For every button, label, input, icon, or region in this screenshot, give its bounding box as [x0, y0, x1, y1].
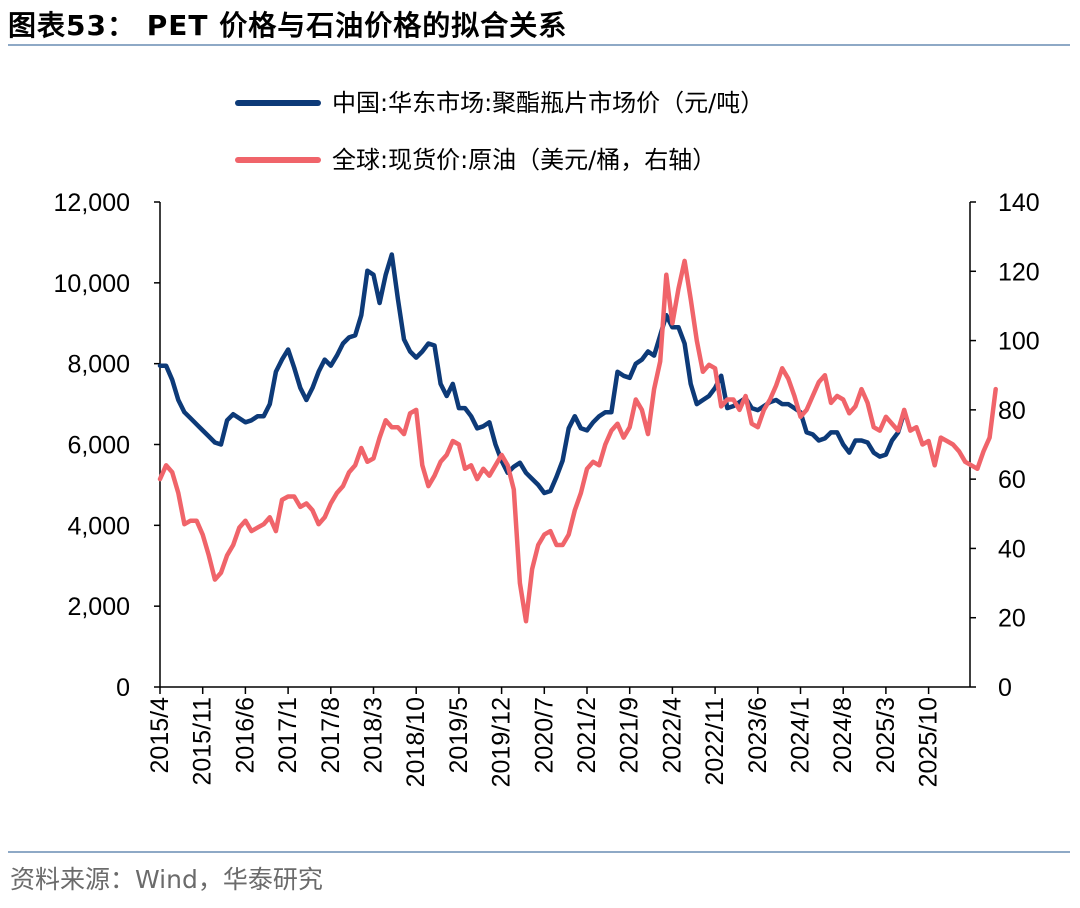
page-title: 图表53： PET 价格与石油价格的拟合关系 [8, 9, 568, 42]
series-lines [157, 252, 998, 624]
header-divider [8, 44, 1070, 46]
right-tick-label: 40 [998, 535, 1026, 563]
x-tick-label: 2021/2 [573, 697, 601, 773]
right-tick-label: 100 [998, 328, 1040, 356]
right-tick-label: 20 [998, 605, 1026, 633]
footer-divider [8, 851, 1070, 853]
left-tick-label: 4,000 [67, 512, 130, 540]
x-tick-label: 2020/7 [530, 697, 558, 773]
right-tick-label: 140 [998, 189, 1040, 217]
x-tick-label: 2018/3 [360, 697, 388, 773]
right-tick-label: 0 [998, 674, 1012, 702]
left-tick-label: 8,000 [67, 351, 130, 379]
left-tick-label: 12,000 [54, 189, 130, 217]
legend: 中国:华东市场:聚酯瓶片市场价（元/吨） 全球:现货价:原油（美元/桶，右轴） [235, 89, 764, 174]
tick-labels: 0 2,000 4,000 6,000 8,000 10,000 12,000 0 20 40 60… [54, 189, 1040, 787]
left-tick-label: 10,000 [54, 270, 130, 298]
x-tick-label: 2015/4 [146, 697, 174, 774]
x-tick-label: 2018/10 [402, 697, 430, 787]
right-tick-label: 60 [998, 466, 1026, 494]
x-tick-label: 2024/1 [787, 697, 815, 773]
x-tick-label: 2016/6 [231, 697, 259, 773]
x-tick-label: 2021/9 [616, 697, 644, 773]
series-line-pet [157, 252, 907, 496]
x-tick-label: 2024/8 [829, 697, 857, 773]
left-tick-label: 6,000 [67, 432, 130, 460]
right-tick-label: 120 [998, 258, 1040, 286]
legend-label-pet: 中国:华东市场:聚酯瓶片市场价（元/吨） [332, 89, 764, 117]
x-tick-label: 2022/11 [701, 697, 729, 786]
x-tick-label: 2017/8 [317, 697, 345, 773]
x-tick-label: 2019/5 [445, 697, 473, 773]
x-tick-label: 2025/10 [915, 697, 943, 787]
x-tick-label: 2023/6 [744, 697, 772, 773]
axes [154, 201, 976, 694]
x-tick-label: 2019/12 [488, 697, 516, 787]
series-line-oil [157, 258, 998, 624]
source-note: 资料来源：Wind，华泰研究 [10, 865, 323, 894]
right-tick-label: 80 [998, 397, 1026, 425]
legend-label-oil: 全球:现货价:原油（美元/桶，右轴） [332, 146, 716, 174]
left-tick-label: 0 [116, 674, 130, 702]
x-tick-label: 2022/4 [658, 697, 686, 774]
x-tick-label: 2017/1 [274, 697, 302, 773]
x-tick-label: 2025/3 [872, 697, 900, 773]
x-tick-label: 2015/11 [189, 697, 217, 786]
left-tick-label: 2,000 [67, 593, 130, 621]
